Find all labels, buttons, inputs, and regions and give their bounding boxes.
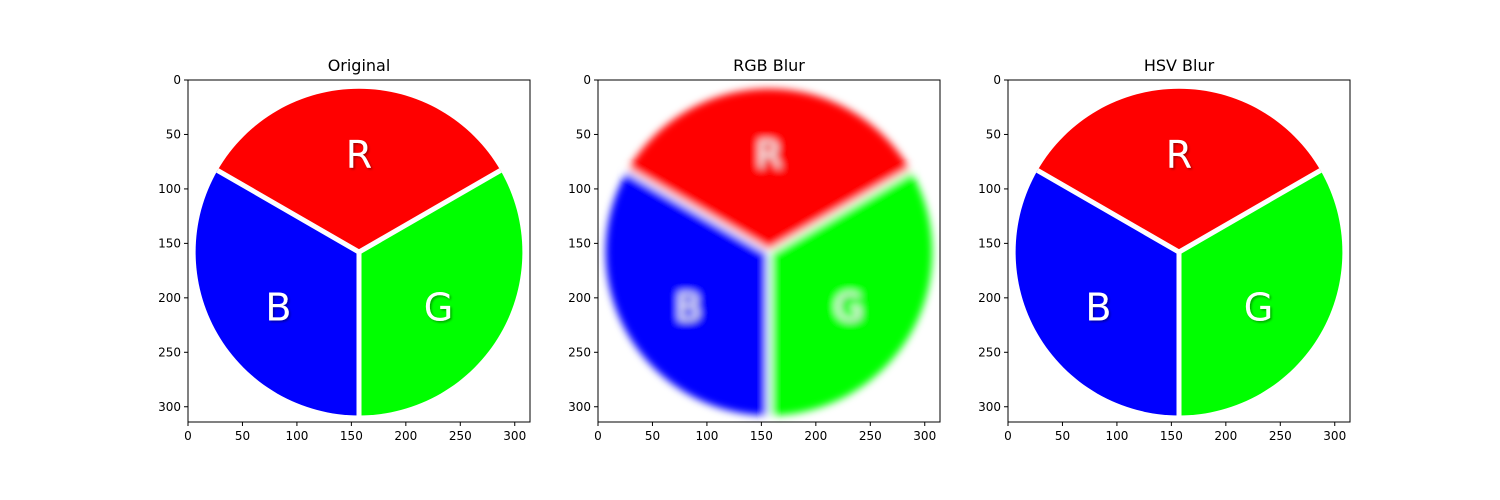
- wedge-red: [1037, 88, 1321, 253]
- x-tick-label: 250: [859, 429, 882, 443]
- y-tick-label: 200: [568, 291, 591, 305]
- y-tick-label: 200: [158, 291, 181, 305]
- x-tick-label: 50: [645, 429, 660, 443]
- x-tick-label: 0: [1004, 429, 1012, 443]
- x-tick-label: 150: [1160, 429, 1183, 443]
- y-tick-label: 200: [978, 291, 1001, 305]
- wedge-green: [769, 170, 933, 416]
- wedge-label-g: G: [834, 286, 863, 330]
- y-tick-label: 50: [166, 127, 181, 141]
- subplot-1: Original R G B 0 50 100 150 200 250 300 0 50 100 150 20…: [158, 56, 531, 443]
- y-tick-label: 150: [978, 236, 1001, 250]
- x-tick-label: 300: [1323, 429, 1346, 443]
- separator-line: [1036, 168, 1181, 255]
- circle-image: R G B: [605, 88, 933, 416]
- y-tick-label: 0: [993, 73, 1001, 87]
- y-tick-label: 250: [978, 345, 1001, 359]
- wedge-label-b: B: [1085, 286, 1111, 330]
- separator-line: [357, 168, 502, 255]
- y-tick-label: 0: [173, 73, 181, 87]
- y-tick-label: 50: [986, 127, 1001, 141]
- wedge-blue: [195, 170, 359, 416]
- circle-image: R G B: [195, 88, 523, 416]
- wedge-blue: [1015, 170, 1179, 416]
- x-tick-label: 100: [695, 429, 718, 443]
- x-tick-label: 100: [285, 429, 308, 443]
- wedge-green: [1179, 170, 1343, 416]
- y-tick-label: 100: [568, 182, 591, 196]
- y-tick-label: 250: [158, 345, 181, 359]
- x-tick-label: 250: [449, 429, 472, 443]
- wedge-label-r: R: [346, 133, 372, 177]
- separator-line: [626, 168, 771, 255]
- x-tick-label: 200: [804, 429, 827, 443]
- separator-line: [216, 168, 361, 255]
- y-tick-label: 150: [568, 236, 591, 250]
- x-tick-label: 200: [1214, 429, 1237, 443]
- x-tick-label: 50: [1055, 429, 1070, 443]
- y-tick-label: 150: [158, 236, 181, 250]
- wedge-label-r: R: [1166, 133, 1192, 177]
- wedge-label-r: R: [756, 133, 782, 177]
- y-tick-label: 300: [158, 400, 181, 414]
- axes-frame: [187, 79, 531, 423]
- x-tick-label: 250: [1269, 429, 1292, 443]
- x-tick-label: 0: [184, 429, 192, 443]
- separator-line: [1177, 168, 1322, 255]
- wedge-label-g: G: [424, 286, 453, 330]
- x-tick-label: 150: [340, 429, 363, 443]
- wedge-label-b: B: [265, 286, 291, 330]
- x-tick-label: 200: [394, 429, 417, 443]
- x-tick-label: 300: [913, 429, 936, 443]
- x-tick-label: 0: [594, 429, 602, 443]
- axes-frame: [597, 79, 941, 423]
- subplot-title: Original: [328, 56, 391, 75]
- wedge-label-g: G: [1244, 286, 1273, 330]
- x-tick-label: 100: [1105, 429, 1128, 443]
- axes-frame: [1007, 79, 1351, 423]
- wedge-green: [359, 170, 523, 416]
- subplot-3: HSV Blur R G B 0 50 100 150 200 250 300 0 50 100 150 20…: [978, 56, 1351, 443]
- y-tick-label: 0: [583, 73, 591, 87]
- subplot-title: RGB Blur: [733, 56, 805, 75]
- y-tick-label: 50: [576, 127, 591, 141]
- circle-image: R G B: [1015, 88, 1343, 416]
- x-tick-label: 150: [750, 429, 773, 443]
- x-tick-label: 50: [235, 429, 250, 443]
- subplot-2: RGB Blur R G B 0 50 100 150 200 250 300 0 50 100 150 20…: [568, 56, 941, 443]
- y-tick-label: 250: [568, 345, 591, 359]
- wedge-blue: [605, 170, 769, 416]
- y-tick-label: 300: [978, 400, 1001, 414]
- x-tick-label: 300: [503, 429, 526, 443]
- y-tick-label: 100: [978, 182, 1001, 196]
- y-tick-label: 100: [158, 182, 181, 196]
- subplot-title: HSV Blur: [1144, 56, 1215, 75]
- separator-line: [767, 168, 912, 255]
- y-tick-label: 300: [568, 400, 591, 414]
- wedge-label-b: B: [675, 286, 701, 330]
